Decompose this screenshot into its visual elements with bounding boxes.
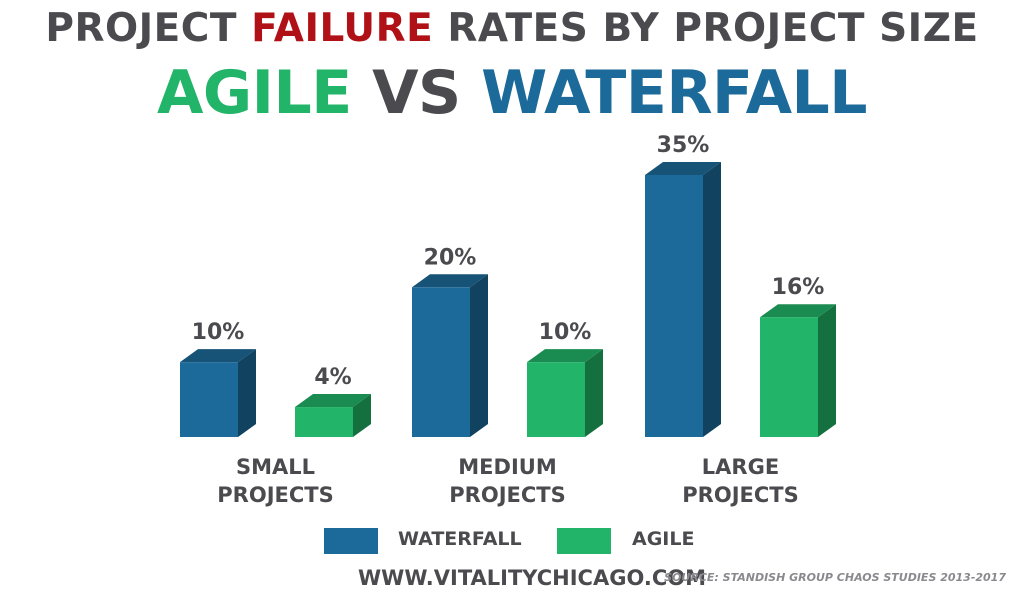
bar-side-face (703, 162, 721, 437)
bar-agile-1 (295, 394, 371, 437)
bar-side-face (353, 394, 371, 437)
chart-title: PROJECT FAILURE RATES BY PROJECT SIZE (0, 6, 1024, 51)
bar-side-face (585, 349, 603, 437)
bar-waterfall-2 (412, 274, 488, 437)
category-label-2-line-1: MEDIUM (458, 455, 556, 479)
title-text-part2: RATES BY PROJECT SIZE (433, 6, 979, 51)
category-label-1-line-2: PROJECTS (217, 483, 333, 507)
bar-agile-3 (760, 304, 836, 437)
bar-top-face (527, 349, 603, 363)
bar-top-face (760, 304, 836, 318)
bar-front-face (412, 287, 470, 437)
data-label-waterfall-1: 10% (192, 320, 245, 345)
data-label-agile-2: 10% (539, 320, 592, 345)
legend-label-waterfall: WATERFALL (398, 528, 522, 550)
legend-label-agile: AGILE (632, 528, 695, 550)
bar-front-face (645, 175, 703, 437)
bar-waterfall-3 (645, 162, 721, 437)
bar-side-face (238, 349, 256, 437)
data-label-waterfall-3: 35% (657, 133, 710, 158)
legend-swatch-waterfall (324, 528, 378, 554)
source-note: SOURCE: STANDISH GROUP CHAOS STUDIES 201… (664, 571, 1006, 584)
bar-front-face (760, 317, 818, 437)
subtitle-agile: AGILE (156, 58, 352, 128)
title-text-part1: PROJECT (45, 6, 252, 51)
data-label-agile-1: 4% (314, 365, 351, 390)
bar-front-face (527, 362, 585, 437)
bar-top-face (645, 162, 721, 175)
bar-agile-2 (527, 349, 603, 437)
bar-waterfall-1 (180, 349, 256, 437)
bar-front-face (295, 407, 353, 437)
category-label-2-line-2: PROJECTS (449, 483, 565, 507)
category-label-1-line-1: SMALL (236, 455, 315, 479)
bar-side-face (818, 304, 836, 437)
data-label-waterfall-2: 20% (424, 245, 477, 270)
category-label-3-line-2: PROJECTS (682, 483, 798, 507)
legend-swatch-agile (557, 528, 611, 554)
category-label-3-line-1: LARGE (702, 455, 779, 479)
bar-top-face (180, 349, 256, 363)
subtitle-waterfall: WATERFALL (481, 58, 868, 128)
subtitle-vs: VS (351, 58, 482, 128)
bar-side-face (470, 274, 488, 437)
bar-chart: 10% 20% 35% 4% 10% 16% SMALL PROJECTS MEDIUM PROJ… (180, 133, 836, 507)
bar-top-face (295, 394, 371, 408)
website-url: WWW.VITALITYCHICAGO.COM (358, 566, 706, 590)
bar-front-face (180, 362, 238, 437)
title-highlight-failure: FAILURE (251, 6, 434, 51)
bar-top-face (412, 274, 488, 288)
data-label-agile-3: 16% (772, 275, 825, 300)
chart-subtitle: AGILE VS WATERFALL (0, 58, 1024, 128)
